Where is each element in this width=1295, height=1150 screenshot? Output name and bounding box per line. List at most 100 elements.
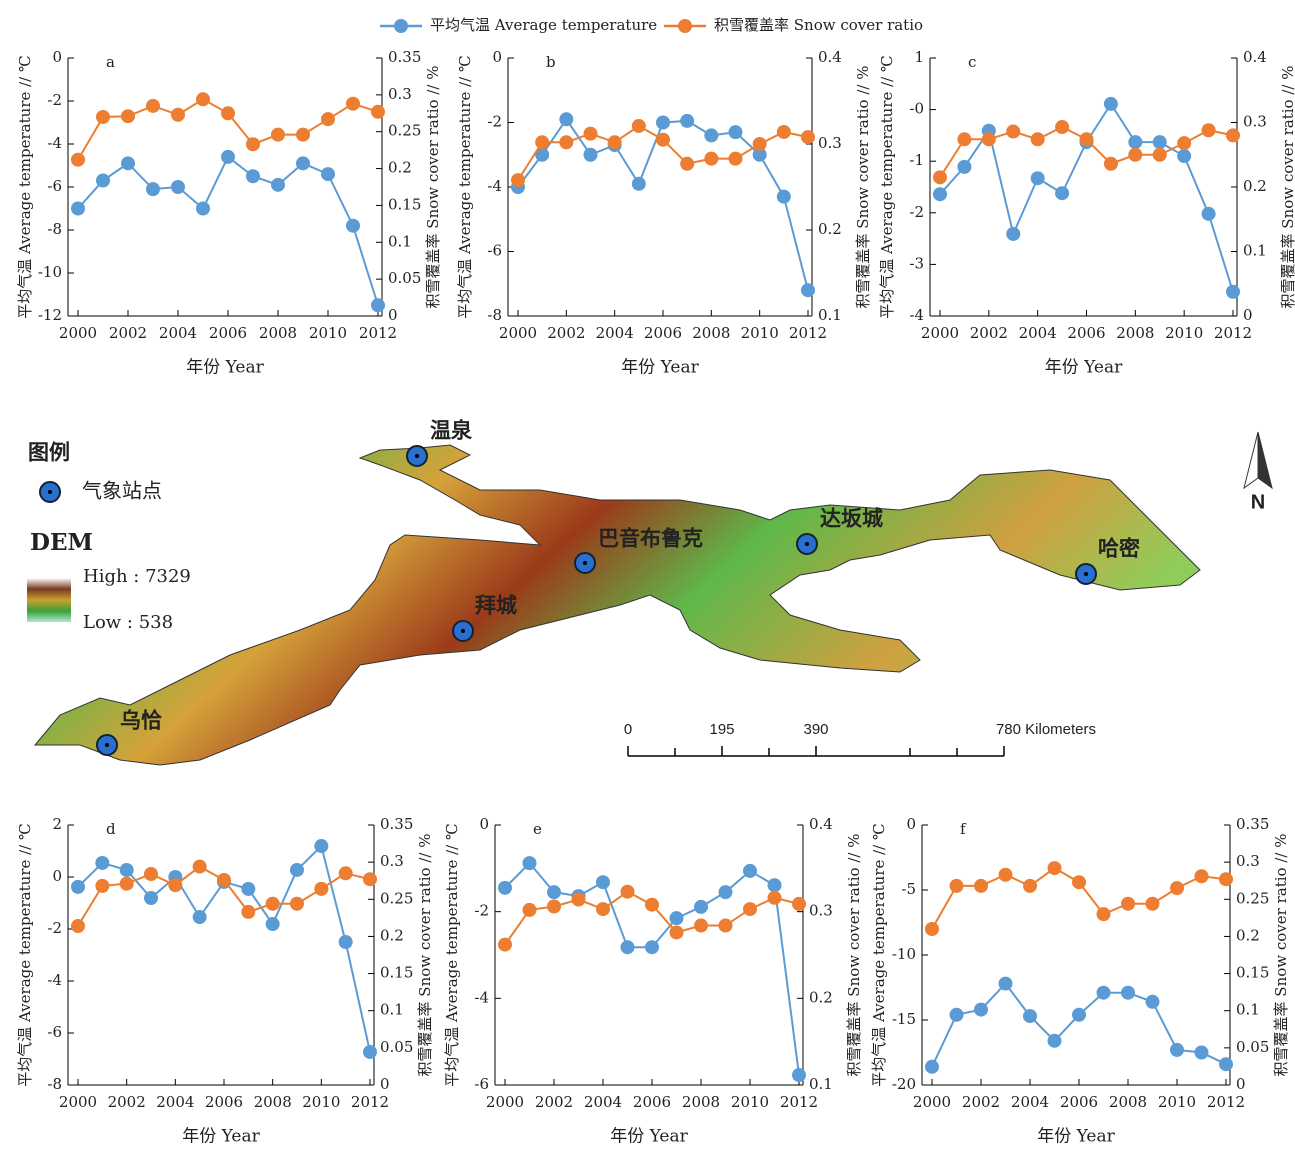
data-point — [1226, 285, 1240, 299]
x-tick-label: 2008 — [692, 324, 730, 342]
data-point — [168, 878, 182, 892]
panel-label: e — [533, 820, 542, 838]
data-point — [346, 219, 360, 233]
data-point — [193, 910, 207, 924]
data-point — [193, 860, 207, 874]
figure: 图例 气象站点 DEM High : 7329 Low : 538 0 195 … — [0, 0, 1295, 1150]
y2-tick-label: 0.4 — [1243, 48, 1267, 66]
x-axis-title: 年份 Year — [621, 358, 699, 378]
data-point — [801, 283, 815, 297]
data-point — [1023, 1009, 1037, 1023]
y-tick-label: -6 — [47, 1023, 62, 1041]
x-axis-title: 年份 Year — [182, 1127, 260, 1147]
y2-tick-label: 0.3 — [818, 134, 842, 152]
data-point — [511, 173, 525, 187]
y2-tick-label: 0.15 — [380, 964, 413, 982]
data-point — [71, 153, 85, 167]
x-tick-label: 2002 — [535, 1093, 573, 1111]
y-tick-label: 1 — [914, 48, 924, 66]
y2-tick-label: 0.2 — [809, 988, 833, 1006]
y-tick-label: 0 — [52, 48, 62, 66]
data-point — [559, 135, 573, 149]
legend-marker — [394, 19, 408, 33]
data-point — [656, 116, 670, 130]
x-tick-label: 2000 — [921, 324, 959, 342]
y2-tick-label: 0.2 — [818, 220, 842, 238]
data-point — [523, 856, 537, 870]
x-tick-label: 2006 — [1067, 324, 1105, 342]
x-tick-label: 2006 — [209, 324, 247, 342]
data-point — [1219, 1057, 1233, 1071]
data-point — [266, 917, 280, 931]
x-tick-label: 2000 — [499, 324, 537, 342]
x-tick-label: 2000 — [486, 1093, 524, 1111]
data-point — [694, 900, 708, 914]
y2-tick-label: 0.1 — [380, 1001, 404, 1019]
data-point — [1055, 186, 1069, 200]
data-point — [670, 925, 684, 939]
data-point — [1128, 148, 1142, 162]
y2-tick-label: 0.2 — [380, 926, 404, 944]
data-point — [498, 881, 512, 895]
x-tick-label: 2012 — [1207, 1093, 1245, 1111]
y-tick-label: 0 — [492, 48, 502, 66]
data-point — [71, 202, 85, 216]
y-tick-label: -10 — [892, 945, 916, 963]
data-point — [371, 105, 385, 119]
y2-axis-title: 积雪覆盖率 Snow cover ratio // % — [845, 834, 863, 1077]
x-tick-label: 2008 — [259, 324, 297, 342]
data-point — [925, 922, 939, 936]
data-point — [950, 879, 964, 893]
y2-tick-label: 0 — [388, 306, 398, 324]
data-point — [1146, 995, 1160, 1009]
data-point — [1195, 1046, 1209, 1060]
y-tick-label: 2 — [52, 815, 62, 833]
y2-tick-label: 0.1 — [388, 232, 412, 250]
data-point — [547, 899, 561, 913]
x-axis-title: 年份 Year — [610, 1127, 688, 1147]
data-point — [96, 174, 110, 188]
x-tick-label: 2010 — [309, 324, 347, 342]
y-tick-label: -15 — [892, 1010, 916, 1028]
data-point — [753, 137, 767, 151]
station-legend-label: 气象站点 — [82, 479, 162, 503]
y2-tick-label: 0.3 — [809, 902, 833, 920]
x-tick-label: 2006 — [205, 1093, 243, 1111]
data-point — [1031, 171, 1045, 185]
data-point — [792, 1068, 806, 1082]
data-point — [950, 1008, 964, 1022]
panel-label: f — [960, 820, 967, 838]
y2-tick-label: 0.35 — [1236, 815, 1269, 833]
x-tick-label: 2008 — [1109, 1093, 1147, 1111]
data-point — [645, 898, 659, 912]
x-tick-label: 2000 — [913, 1093, 951, 1111]
x-tick-label: 2004 — [1011, 1093, 1049, 1111]
y2-tick-label: 0.3 — [1243, 113, 1267, 131]
data-point — [314, 839, 328, 853]
panel-label: c — [968, 53, 976, 71]
north-label: N — [1251, 491, 1265, 513]
data-point — [670, 911, 684, 925]
data-point — [596, 902, 610, 916]
data-point — [982, 132, 996, 146]
y-tick-label: 0 — [479, 815, 489, 833]
data-point — [957, 132, 971, 146]
data-point — [271, 128, 285, 142]
data-point — [221, 106, 235, 120]
data-point — [290, 863, 304, 877]
y-tick-label: -12 — [38, 306, 62, 324]
x-axis-title: 年份 Year — [1037, 1127, 1115, 1147]
y2-axis-title: 积雪覆盖率 Snow cover ratio // % — [416, 834, 434, 1077]
x-tick-label: 2002 — [109, 324, 147, 342]
data-point — [1031, 132, 1045, 146]
x-tick-label: 2012 — [780, 1093, 818, 1111]
y-tick-label: -1 — [909, 151, 924, 169]
data-point — [792, 897, 806, 911]
north-arrow — [1244, 432, 1258, 488]
data-point — [120, 877, 134, 891]
data-point — [246, 169, 260, 183]
data-point — [1097, 986, 1111, 1000]
y-tick-label: -4 — [487, 177, 502, 195]
x-tick-label: 2002 — [970, 324, 1008, 342]
map-region — [35, 445, 1200, 765]
